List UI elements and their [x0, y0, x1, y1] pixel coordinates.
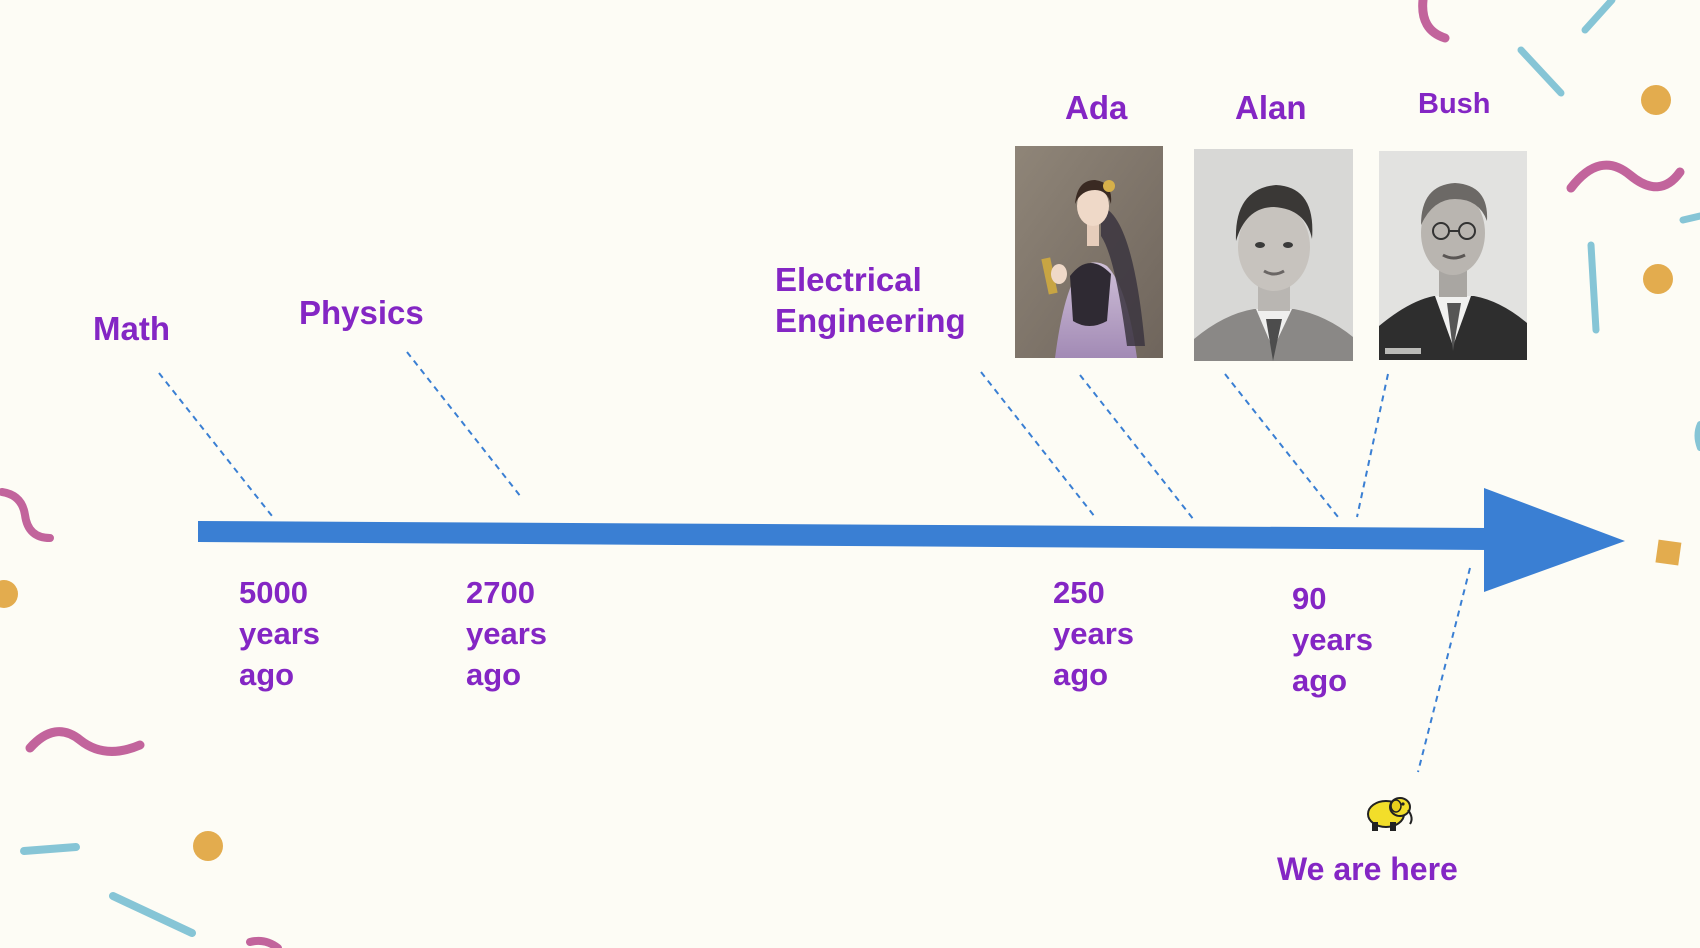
confetti-stick	[109, 892, 196, 937]
confetti-squiggle	[246, 936, 282, 948]
confetti-squiggle	[25, 727, 145, 756]
connector-lines	[158, 351, 1471, 773]
confetti-dots	[0, 85, 1682, 861]
confetti-square	[1655, 539, 1682, 566]
confetti-dot	[1641, 85, 1671, 115]
connector-ada	[1079, 374, 1195, 521]
timeline-arrow-head	[1484, 488, 1625, 592]
confetti-squiggle	[1418, 0, 1450, 43]
time-ago: ago	[1053, 657, 1109, 692]
confetti-squiggle	[0, 488, 54, 542]
time-ago: ago	[239, 657, 295, 692]
field-label-math: Math	[93, 310, 170, 347]
ada-portrait-image	[1015, 146, 1163, 358]
confetti-stick	[1581, 0, 1616, 34]
person-name-ada: Ada	[1065, 89, 1128, 126]
field-label-physics: Physics	[299, 294, 424, 331]
connector-we-are-here	[1417, 567, 1471, 773]
confetti-stick	[20, 843, 80, 855]
confetti-squiggle	[1694, 421, 1700, 451]
confetti-squiggle	[1566, 160, 1685, 193]
time-label-90: 90 years ago	[1292, 578, 1373, 701]
time-ago: ago	[1292, 663, 1348, 698]
confetti-dot	[193, 831, 223, 861]
connector-physics	[406, 351, 522, 498]
connector-electrical-engineering	[980, 371, 1096, 518]
field-label-line: Engineering	[775, 302, 966, 339]
time-label-2700: 2700 years ago	[466, 572, 547, 695]
time-number: 90	[1292, 581, 1327, 616]
alan-portrait-image	[1194, 149, 1353, 361]
timeline-arrow	[198, 488, 1625, 592]
bush-portrait-image	[1379, 151, 1527, 360]
time-unit: years	[239, 616, 321, 651]
time-number: 250	[1053, 575, 1105, 610]
confetti-stick	[1587, 241, 1600, 334]
time-unit: years	[466, 616, 548, 651]
confetti-dot	[0, 580, 18, 608]
connector-math	[158, 372, 273, 517]
time-label-5000: 5000 years ago	[239, 572, 320, 695]
time-number: 2700	[466, 575, 535, 610]
connector-alan	[1224, 373, 1339, 518]
time-unit: years	[1053, 616, 1135, 651]
time-unit: years	[1292, 622, 1374, 657]
confetti-stick	[1679, 212, 1700, 224]
time-number: 5000	[239, 575, 308, 610]
confetti-stick	[1517, 46, 1565, 97]
person-name-bush: Bush	[1418, 88, 1491, 120]
field-label-electrical-engineering: Electrical Engineering	[775, 259, 966, 341]
time-ago: ago	[466, 657, 522, 692]
timeline-arrow-shaft	[198, 521, 1490, 550]
field-label-line: Electrical	[775, 261, 922, 298]
yellow-elephant-icon	[1362, 790, 1416, 834]
connector-bush	[1356, 373, 1389, 518]
we-are-here-label: We are here	[1277, 851, 1458, 887]
confetti-dot	[1643, 264, 1673, 294]
time-label-250: 250 years ago	[1053, 572, 1134, 695]
person-name-alan: Alan	[1235, 89, 1307, 126]
